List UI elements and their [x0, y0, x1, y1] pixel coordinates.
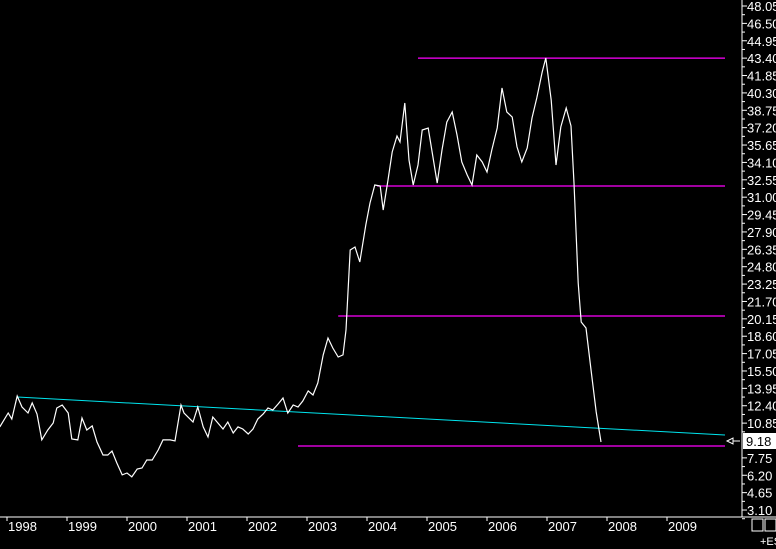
y-tick-label: 20.15 — [747, 312, 776, 327]
y-tick-label: 31.00 — [747, 190, 776, 205]
x-tick-label: 1999 — [68, 519, 97, 534]
symbol-label: +ES — [760, 536, 776, 548]
x-tick-label: 2003 — [308, 519, 337, 534]
x-tick-label: 1998 — [8, 519, 37, 534]
y-tick-label: 3.10 — [747, 503, 772, 518]
y-tick-label: 43.40 — [747, 51, 776, 66]
y-tick-label: 38.75 — [747, 103, 776, 118]
y-tick-label: 35.65 — [747, 138, 776, 153]
y-tick-label: 32.55 — [747, 173, 776, 188]
x-tick-label: 2001 — [188, 519, 217, 534]
x-tick-label: 2006 — [488, 519, 517, 534]
y-tick-label: 48.05 — [747, 0, 776, 14]
y-tick-label: 24.80 — [747, 260, 776, 275]
y-tick-label: 44.95 — [747, 34, 776, 49]
trendline[interactable] — [17, 396, 726, 436]
y-tick-label: 40.30 — [747, 86, 776, 101]
y-tick-label: 41.85 — [747, 69, 776, 84]
y-tick-label: 10.85 — [747, 416, 776, 431]
panel-button-1[interactable] — [751, 518, 764, 532]
y-tick-label: 27.90 — [747, 225, 776, 240]
y-tick-label: 26.35 — [747, 242, 776, 257]
x-tick-label: 2000 — [128, 519, 157, 534]
y-tick-label: 12.40 — [747, 399, 776, 414]
y-tick-label: 23.25 — [747, 277, 776, 292]
y-tick-label: 7.75 — [747, 451, 772, 466]
x-tick-label: 2005 — [428, 519, 457, 534]
x-tick-label: 2004 — [368, 519, 397, 534]
y-tick-label: 15.50 — [747, 364, 776, 379]
last-price-marker: 9.18 — [725, 433, 776, 449]
x-tick-label: 2008 — [608, 519, 637, 534]
x-tick-label: 2007 — [548, 519, 577, 534]
support-resistance-lines — [298, 57, 725, 447]
y-tick-label: 21.70 — [747, 294, 776, 309]
x-tick-label: 2009 — [668, 519, 697, 534]
y-tick-label: 29.45 — [747, 208, 776, 223]
y-tick-label: 37.20 — [747, 121, 776, 136]
x-axis-ticks: 1998 1999 2000 2001 2002 2003 2004 2005 2006 2007… — [6, 517, 697, 534]
y-tick-label: 18.60 — [747, 329, 776, 344]
y-tick-label: 6.20 — [747, 468, 772, 483]
arrow-left-icon — [725, 437, 740, 445]
y-tick-label: 4.65 — [747, 486, 772, 501]
panel-button-2[interactable] — [764, 518, 776, 532]
y-tick-label: 46.50 — [747, 16, 776, 31]
y-axis-ticks: 48.05 46.50 44.95 43.40 41.85 40.30 38.75 37.20… — [742, 0, 776, 520]
y-tick-label: 17.05 — [747, 347, 776, 362]
y-tick-label: 34.10 — [747, 155, 776, 170]
x-tick-label: 2002 — [248, 519, 277, 534]
price-line — [0, 57, 602, 478]
last-price-label: 9.18 — [746, 434, 771, 449]
y-tick-label: 13.95 — [747, 381, 776, 396]
